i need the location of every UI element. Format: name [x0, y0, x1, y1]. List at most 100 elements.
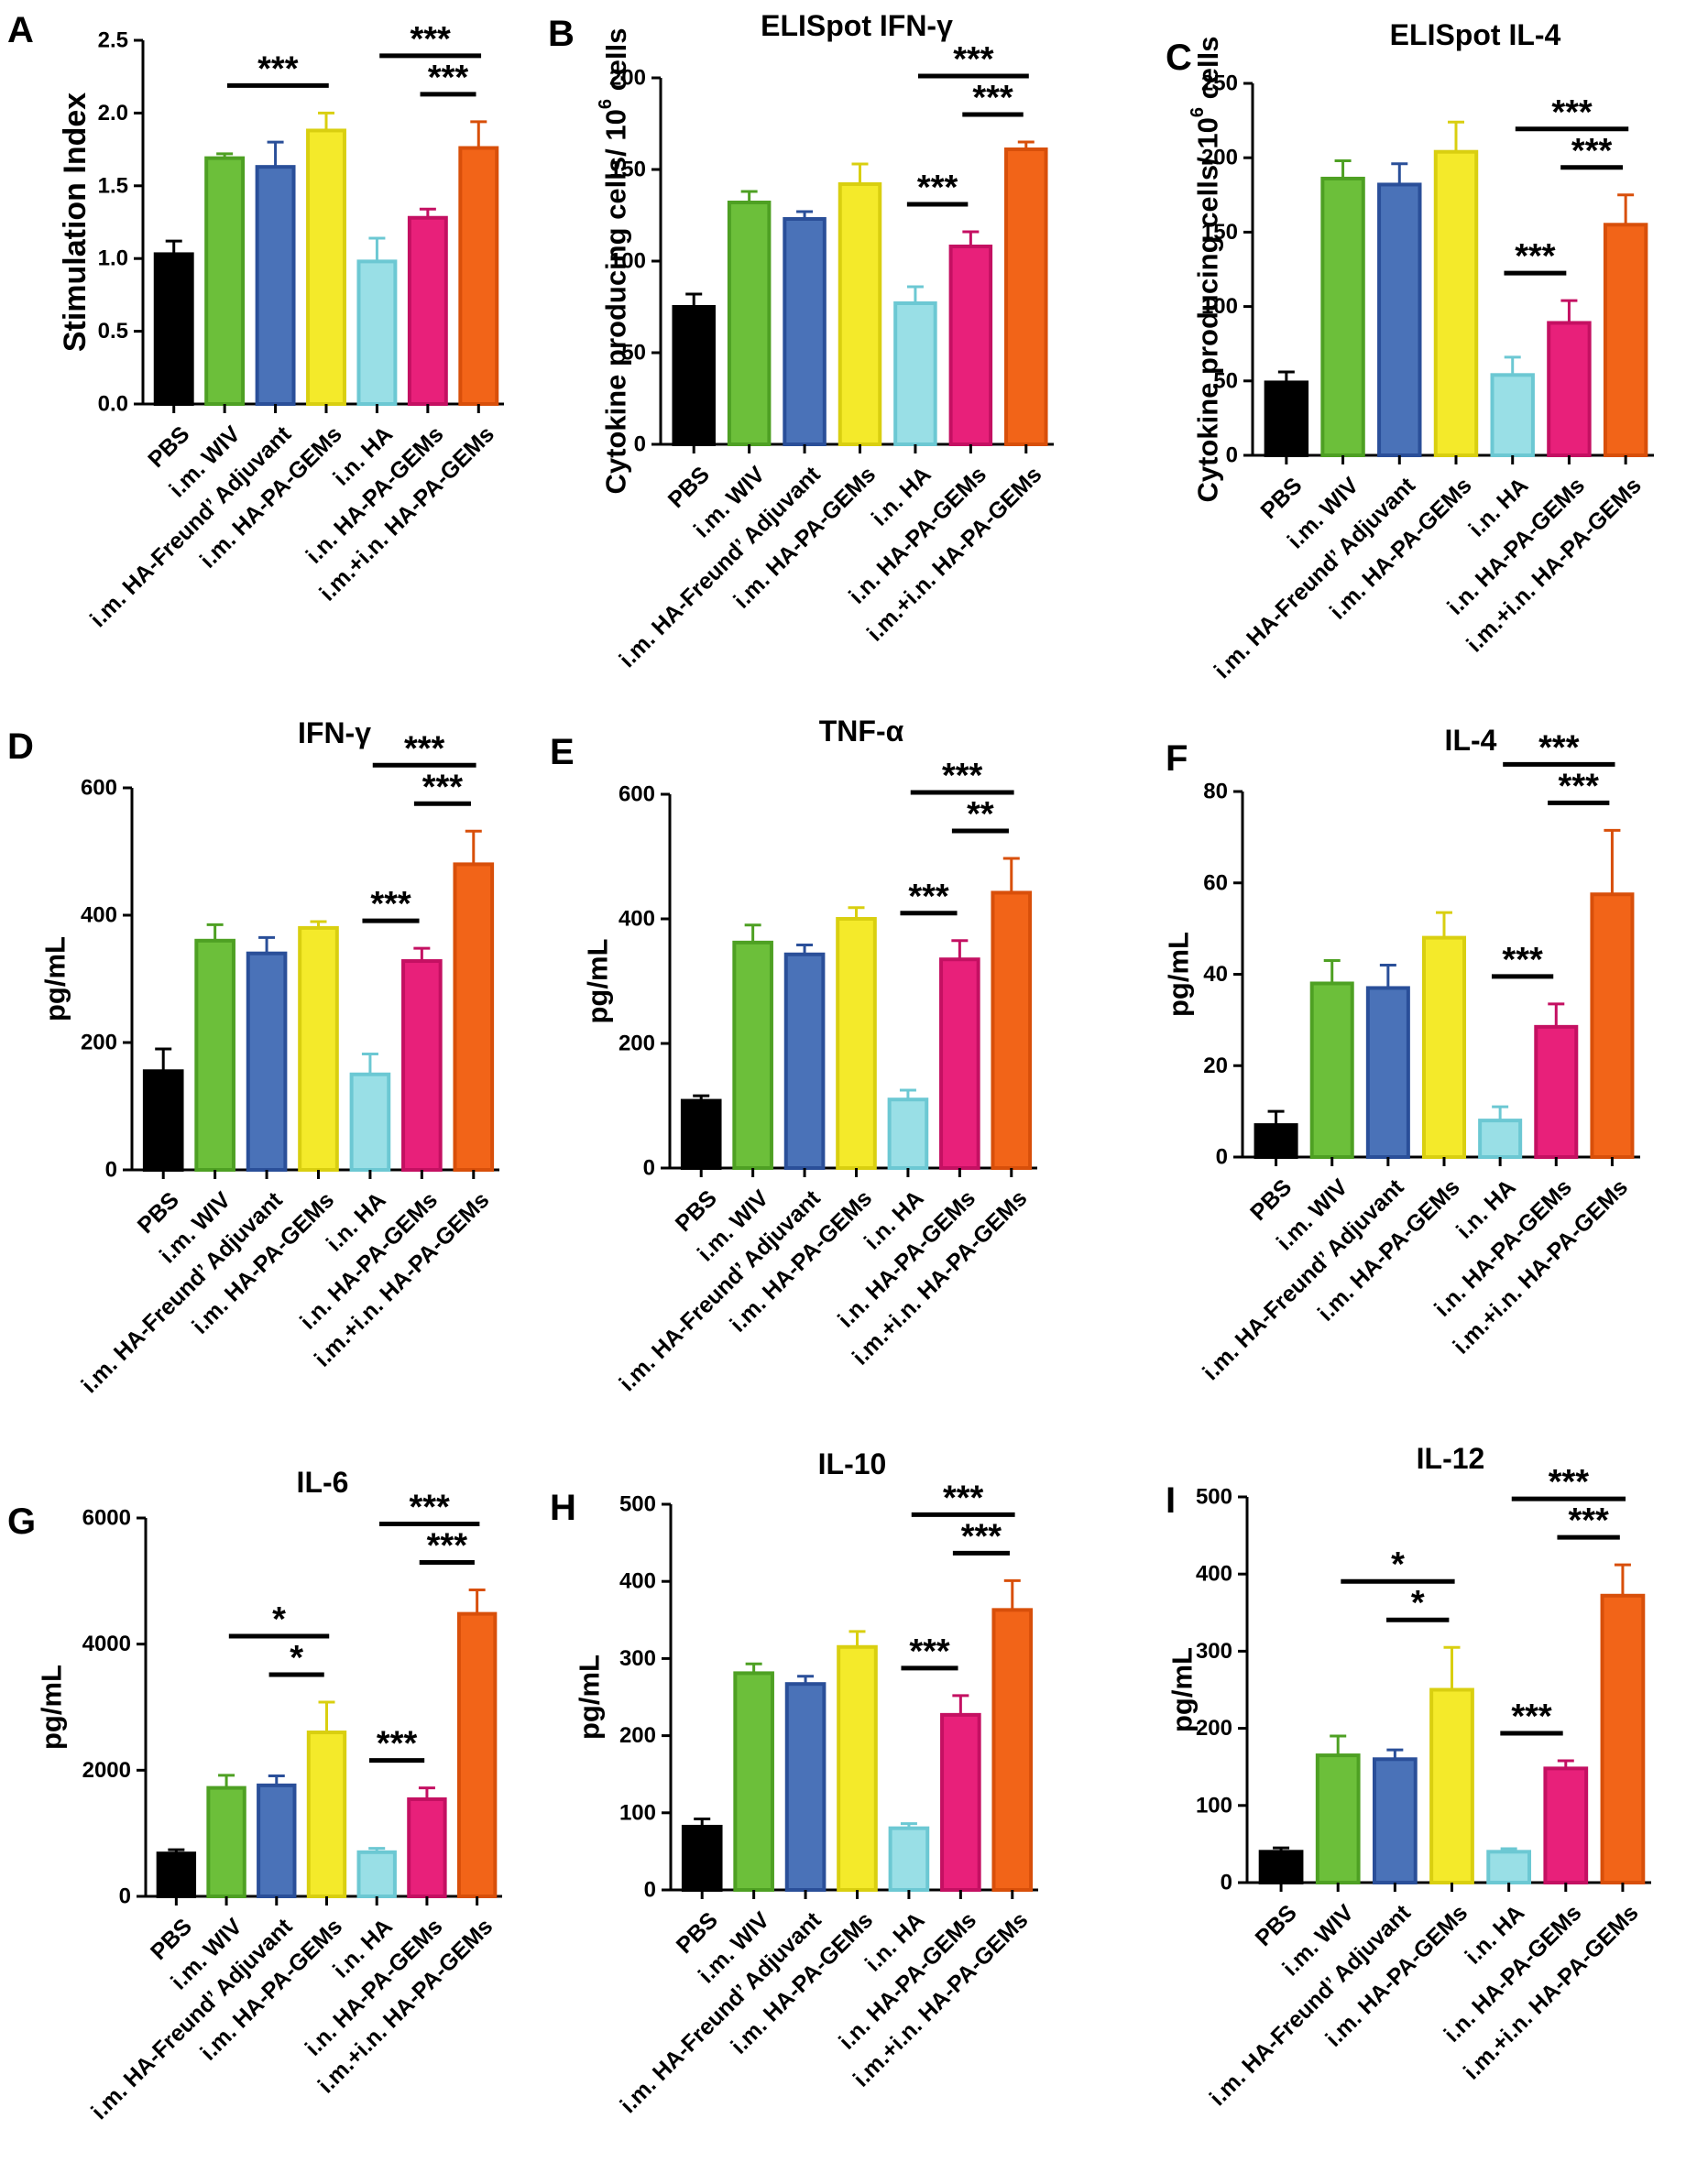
bar-e-7: [991, 890, 1033, 1170]
y-tick-label-d: 200: [81, 1031, 117, 1055]
significance-label-e: ***: [908, 878, 949, 916]
bar-i-2: [1315, 1753, 1361, 1884]
significance-label-d: ***: [422, 768, 464, 806]
panel-letter-g: G: [7, 1502, 36, 1542]
y-tick-label-f: 60: [1203, 870, 1228, 895]
y-tick-label-i: 400: [1196, 1562, 1232, 1587]
bar-i-6: [1543, 1766, 1589, 1885]
significance-label-d: ***: [370, 885, 411, 923]
bar-d-3: [246, 951, 288, 1172]
y-tick-label-a: 0.0: [98, 392, 128, 417]
significance-label-h: ***: [961, 1517, 1002, 1556]
bar-i-5: [1486, 1850, 1532, 1884]
bar-c-2: [1320, 176, 1365, 457]
bar-b-4: [838, 182, 882, 446]
y-axis-label-f: pg/mL: [1163, 932, 1195, 1017]
significance-label-g: ***: [377, 1725, 418, 1764]
bar-c-6: [1547, 321, 1592, 457]
bar-g-6: [407, 1796, 447, 1899]
bar-i-3: [1372, 1757, 1418, 1885]
significance-label-b: ***: [953, 40, 994, 79]
bar-b-5: [893, 301, 937, 446]
y-tick-label-b: 200: [609, 66, 646, 91]
y-tick-label-f: 0: [1216, 1145, 1228, 1170]
y-tick-label-c: 200: [1201, 146, 1238, 170]
bar-f-4: [1421, 935, 1467, 1159]
bar-e-1: [680, 1098, 722, 1171]
category-label-i: PBS: [1251, 1900, 1302, 1951]
significance-label-d: ***: [404, 729, 445, 768]
significance-label-e: **: [967, 795, 994, 834]
chart-title-h: IL-10: [818, 1447, 887, 1480]
category-label-a: i.m. HA-Freund’ Adjuvant: [85, 420, 297, 632]
bar-f-3: [1365, 986, 1410, 1160]
significance-label-i: ***: [1511, 1698, 1552, 1736]
y-tick-label-g: 6000: [82, 1506, 131, 1531]
bar-h-5: [888, 1826, 930, 1893]
bar-c-3: [1377, 182, 1422, 457]
bar-g-3: [257, 1783, 297, 1899]
bar-a-1: [153, 252, 194, 406]
y-tick-label-c: 100: [1201, 294, 1238, 319]
y-axis-label-b: Cytokine producing cells/ 106 cells: [596, 27, 632, 494]
y-tick-label-d: 0: [105, 1158, 117, 1183]
bar-h-6: [940, 1712, 981, 1892]
bar-h-2: [733, 1671, 774, 1892]
y-tick-label-g: 2000: [82, 1758, 131, 1783]
category-label-d: i.m. HA-Freund’ Adjuvant: [76, 1186, 288, 1398]
y-tick-label-c: 250: [1201, 71, 1238, 96]
significance-label-h: ***: [909, 1633, 950, 1671]
category-label-h: i.m. HA-Freund’ Adjuvant: [615, 1906, 827, 2118]
bar-b-1: [672, 305, 716, 446]
chart-title-i: IL-12: [1417, 1442, 1485, 1475]
y-tick-label-i: 0: [1221, 1871, 1232, 1895]
significance-label-f: ***: [1502, 941, 1543, 979]
bar-h-4: [837, 1644, 878, 1893]
y-tick-label-c: 50: [1213, 368, 1238, 393]
panel-letter-h: H: [550, 1488, 576, 1528]
y-axis-label-superscript-b: 6: [596, 99, 616, 109]
y-axis-label-superscript-c: 6: [1188, 107, 1208, 117]
panel-letter-a: A: [7, 10, 34, 50]
y-tick-label-d: 600: [81, 776, 117, 801]
y-tick-label-i: 300: [1196, 1639, 1232, 1664]
bar-e-3: [783, 952, 826, 1171]
y-tick-label-b: 150: [609, 158, 646, 182]
y-tick-label-b: 100: [609, 249, 646, 274]
bar-c-7: [1603, 223, 1648, 457]
bar-f-2: [1309, 981, 1354, 1159]
bar-d-5: [349, 1072, 391, 1172]
significance-label-e: ***: [942, 757, 983, 795]
bar-g-1: [156, 1851, 197, 1899]
bar-h-7: [991, 1608, 1034, 1892]
category-label-c: PBS: [1255, 473, 1307, 524]
bar-a-4: [306, 128, 346, 406]
chart-title-b: ELISpot IFN-γ: [761, 9, 953, 42]
y-tick-label-h: 200: [619, 1723, 656, 1748]
chart-title-d: IFN-γ: [298, 716, 371, 749]
bar-g-2: [206, 1785, 246, 1899]
y-tick-label-a: 1.5: [98, 173, 128, 198]
y-tick-label-i: 100: [1196, 1793, 1232, 1818]
y-tick-label-g: 0: [119, 1884, 131, 1909]
bar-d-7: [453, 862, 495, 1173]
significance-label-b: ***: [917, 169, 958, 207]
y-axis-label-i: pg/mL: [1166, 1647, 1199, 1732]
significance-label-g: ***: [427, 1526, 468, 1565]
y-axis-label-end-b: cells: [600, 27, 632, 99]
bar-a-3: [255, 165, 296, 406]
y-tick-label-c: 150: [1201, 220, 1238, 245]
significance-label-c: ***: [1551, 93, 1593, 132]
y-axis-label-g: pg/mL: [36, 1665, 68, 1750]
bar-h-3: [784, 1682, 827, 1893]
y-axis-label-a: Stimulation Index: [58, 93, 93, 352]
significance-label-f: ***: [1559, 767, 1600, 805]
significance-label-i: *: [1391, 1545, 1405, 1584]
panel-letter-i: I: [1166, 1480, 1176, 1521]
y-tick-label-b: 50: [621, 341, 646, 366]
bar-h-1: [681, 1824, 723, 1893]
